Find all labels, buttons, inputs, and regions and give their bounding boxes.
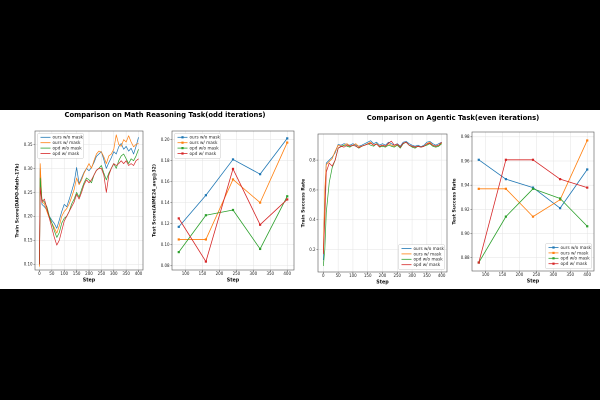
svg-text:ours w/ mask: ours w/ mask: [561, 250, 589, 255]
svg-text:0.14: 0.14: [161, 200, 170, 205]
svg-text:50: 50: [336, 273, 342, 278]
svg-text:0.94: 0.94: [461, 183, 470, 188]
svg-text:0.92: 0.92: [461, 207, 470, 212]
svg-text:250: 250: [98, 271, 106, 276]
svg-text:0: 0: [38, 271, 41, 276]
svg-text:100: 100: [60, 271, 68, 276]
svg-text:Step: Step: [227, 278, 240, 284]
svg-text:0.16: 0.16: [161, 179, 170, 184]
svg-text:opd w/o mask: opd w/o mask: [561, 256, 591, 261]
svg-text:opd w/ mask: opd w/ mask: [190, 151, 217, 156]
svg-text:150: 150: [364, 273, 372, 278]
svg-text:100: 100: [349, 273, 357, 278]
svg-text:50: 50: [49, 271, 55, 276]
svg-text:400: 400: [135, 271, 143, 276]
svg-text:0.8: 0.8: [309, 158, 316, 163]
svg-text:300: 300: [550, 272, 558, 277]
svg-text:Step: Step: [527, 279, 540, 285]
svg-text:350: 350: [266, 271, 274, 276]
svg-text:opd w/ mask: opd w/ mask: [561, 261, 588, 266]
svg-text:0.35: 0.35: [24, 142, 33, 147]
svg-text:0.10: 0.10: [161, 242, 170, 247]
svg-text:0.90: 0.90: [461, 231, 470, 236]
svg-text:opd w/o mask: opd w/o mask: [190, 146, 220, 151]
svg-text:opd w/o mask: opd w/o mask: [53, 146, 83, 151]
svg-text:ours w/o mask: ours w/o mask: [561, 245, 592, 250]
svg-text:0.96: 0.96: [461, 158, 470, 163]
svg-text:0.10: 0.10: [24, 262, 33, 267]
svg-text:ours w/ mask: ours w/ mask: [190, 140, 218, 145]
charts-svg: 0 50 100 150 200 250 300 350 4000.100.150.200.25…: [15, 130, 595, 286]
svg-text:350: 350: [423, 273, 431, 278]
svg-text:0.08: 0.08: [161, 263, 170, 268]
svg-text:350: 350: [566, 272, 574, 277]
svg-text:ours w/o mask: ours w/o mask: [53, 135, 84, 140]
figure-title-agentic: Comparison on Agentic Task(even iteratio…: [366, 114, 540, 122]
svg-text:300: 300: [250, 271, 258, 276]
svg-text:0.30: 0.30: [24, 166, 33, 171]
svg-text:0.25: 0.25: [24, 190, 33, 195]
svg-text:opd w/ mask: opd w/ mask: [53, 151, 80, 156]
svg-text:400: 400: [583, 272, 591, 277]
svg-text:0.15: 0.15: [24, 238, 33, 243]
svg-text:Step: Step: [83, 278, 96, 284]
svg-text:150: 150: [499, 272, 507, 277]
svg-text:150: 150: [73, 271, 81, 276]
svg-text:Step: Step: [376, 280, 389, 286]
svg-text:0.18: 0.18: [161, 158, 170, 163]
figure-title-math-reasoning: Comparison on Math Reasoning Task(odd it…: [64, 111, 266, 119]
svg-text:100: 100: [482, 272, 490, 277]
svg-text:250: 250: [233, 271, 241, 276]
svg-text:200: 200: [85, 271, 93, 276]
svg-text:100: 100: [182, 271, 190, 276]
svg-text:Test Success Rate: Test Success Rate: [452, 178, 458, 224]
svg-text:300: 300: [110, 271, 118, 276]
svg-text:opd w/o mask: opd w/o mask: [414, 257, 444, 262]
svg-text:0.12: 0.12: [161, 221, 170, 226]
svg-text:0.88: 0.88: [461, 255, 470, 260]
svg-text:0.20: 0.20: [161, 137, 170, 142]
svg-text:250: 250: [533, 272, 541, 277]
svg-text:0.4: 0.4: [309, 217, 316, 222]
svg-text:Train Success Rate: Train Success Rate: [301, 179, 307, 228]
svg-text:150: 150: [199, 271, 207, 276]
svg-text:0.20: 0.20: [24, 214, 33, 219]
svg-text:0.2: 0.2: [309, 247, 316, 252]
svg-text:ours w/o mask: ours w/o mask: [414, 246, 445, 251]
svg-text:400: 400: [283, 271, 291, 276]
figure-canvas: Comparison on Math Reasoning Task(odd it…: [0, 110, 600, 289]
svg-text:ours w/ mask: ours w/ mask: [414, 251, 442, 256]
svg-text:opd w/ mask: opd w/ mask: [414, 262, 441, 267]
svg-text:250: 250: [393, 273, 401, 278]
svg-text:200: 200: [516, 272, 524, 277]
svg-text:400: 400: [438, 273, 446, 278]
svg-text:Test Score(AIME24_avg@32): Test Score(AIME24_avg@32): [152, 164, 158, 237]
svg-text:300: 300: [408, 273, 416, 278]
svg-text:200: 200: [379, 273, 387, 278]
svg-text:ours w/o mask: ours w/o mask: [190, 135, 221, 140]
svg-text:0.98: 0.98: [461, 134, 470, 139]
svg-text:Train Score(DAPO-Math-17k): Train Score(DAPO-Math-17k): [15, 163, 21, 237]
svg-text:0: 0: [322, 273, 325, 278]
svg-text:0.6: 0.6: [309, 187, 316, 192]
svg-text:ours w/ mask: ours w/ mask: [53, 140, 81, 145]
svg-text:350: 350: [122, 271, 130, 276]
svg-text:200: 200: [216, 271, 224, 276]
